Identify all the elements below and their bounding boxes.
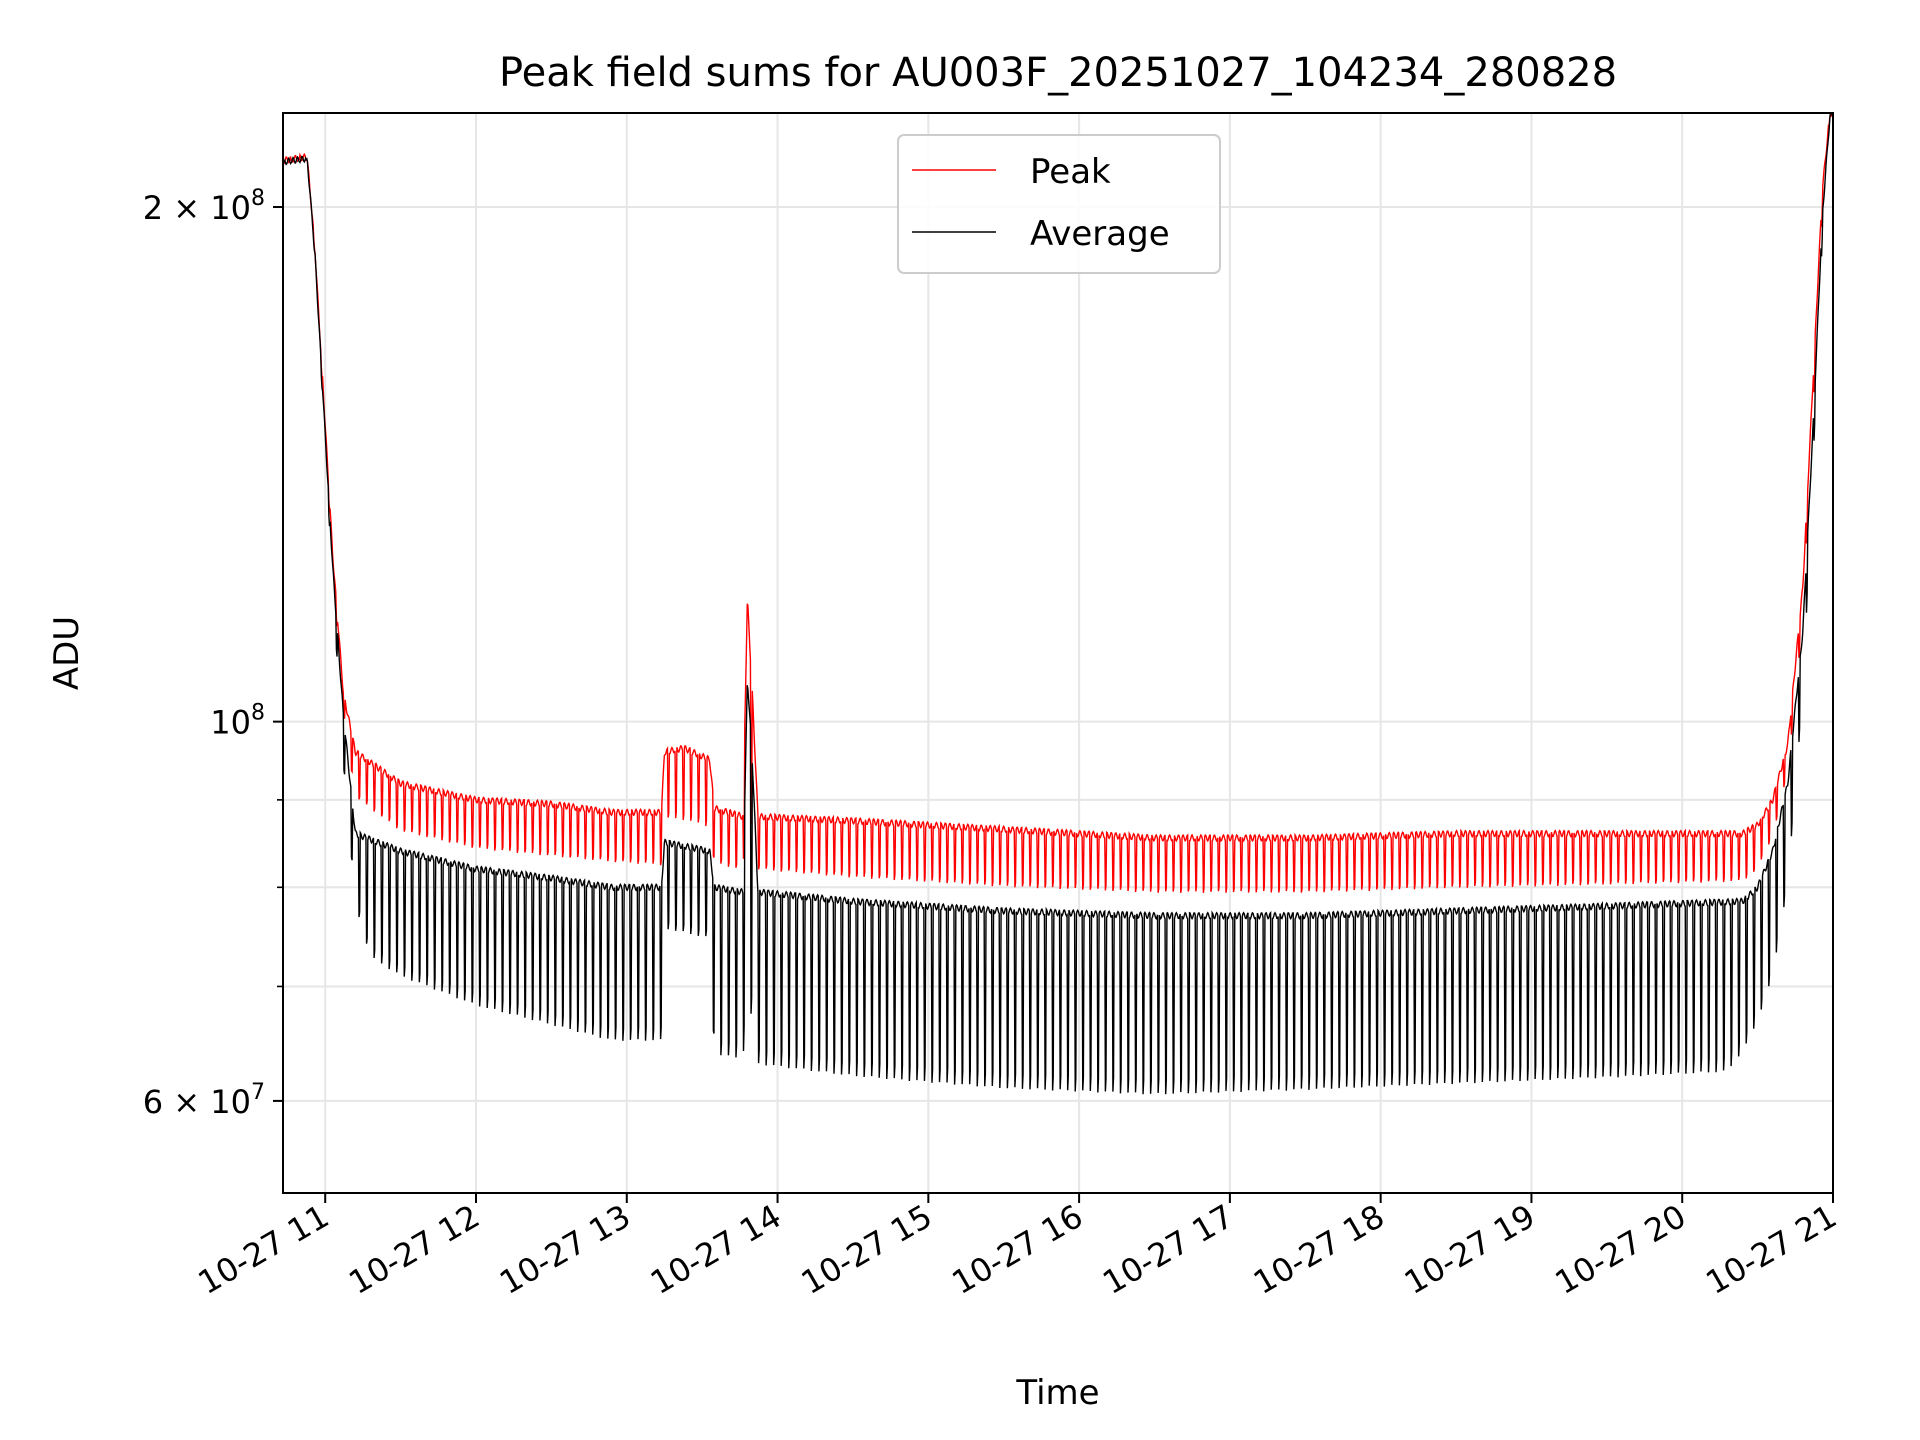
series-average-line (283, 113, 1833, 1095)
y-tick-exponent: 8 (251, 701, 265, 726)
y-tick-label: 108 (210, 701, 265, 742)
y-tick-label: 6 × 107 (143, 1080, 265, 1121)
x-axis-label: Time (1015, 1373, 1099, 1413)
series-peak-line (283, 113, 1833, 893)
y-tick-exponent: 7 (251, 1080, 265, 1105)
y-tick-base: 2 × 10 (143, 189, 251, 227)
y-tick-exponent: 8 (251, 186, 265, 211)
plot-area (283, 113, 1833, 1095)
legend-peak-label: Peak (1030, 152, 1111, 192)
y-tick-base: 10 (210, 704, 251, 742)
y-tick-label: 2 × 108 (143, 186, 265, 227)
y-tick-base: 6 × 10 (143, 1083, 251, 1121)
y-axis-label: ADU (47, 616, 87, 690)
legend: Peak Average (897, 134, 1221, 274)
chart-title: Peak field sums for AU003F_20251027_1042… (499, 50, 1617, 96)
axes-frame (282, 112, 1834, 1194)
legend-average-label: Average (1030, 214, 1170, 254)
